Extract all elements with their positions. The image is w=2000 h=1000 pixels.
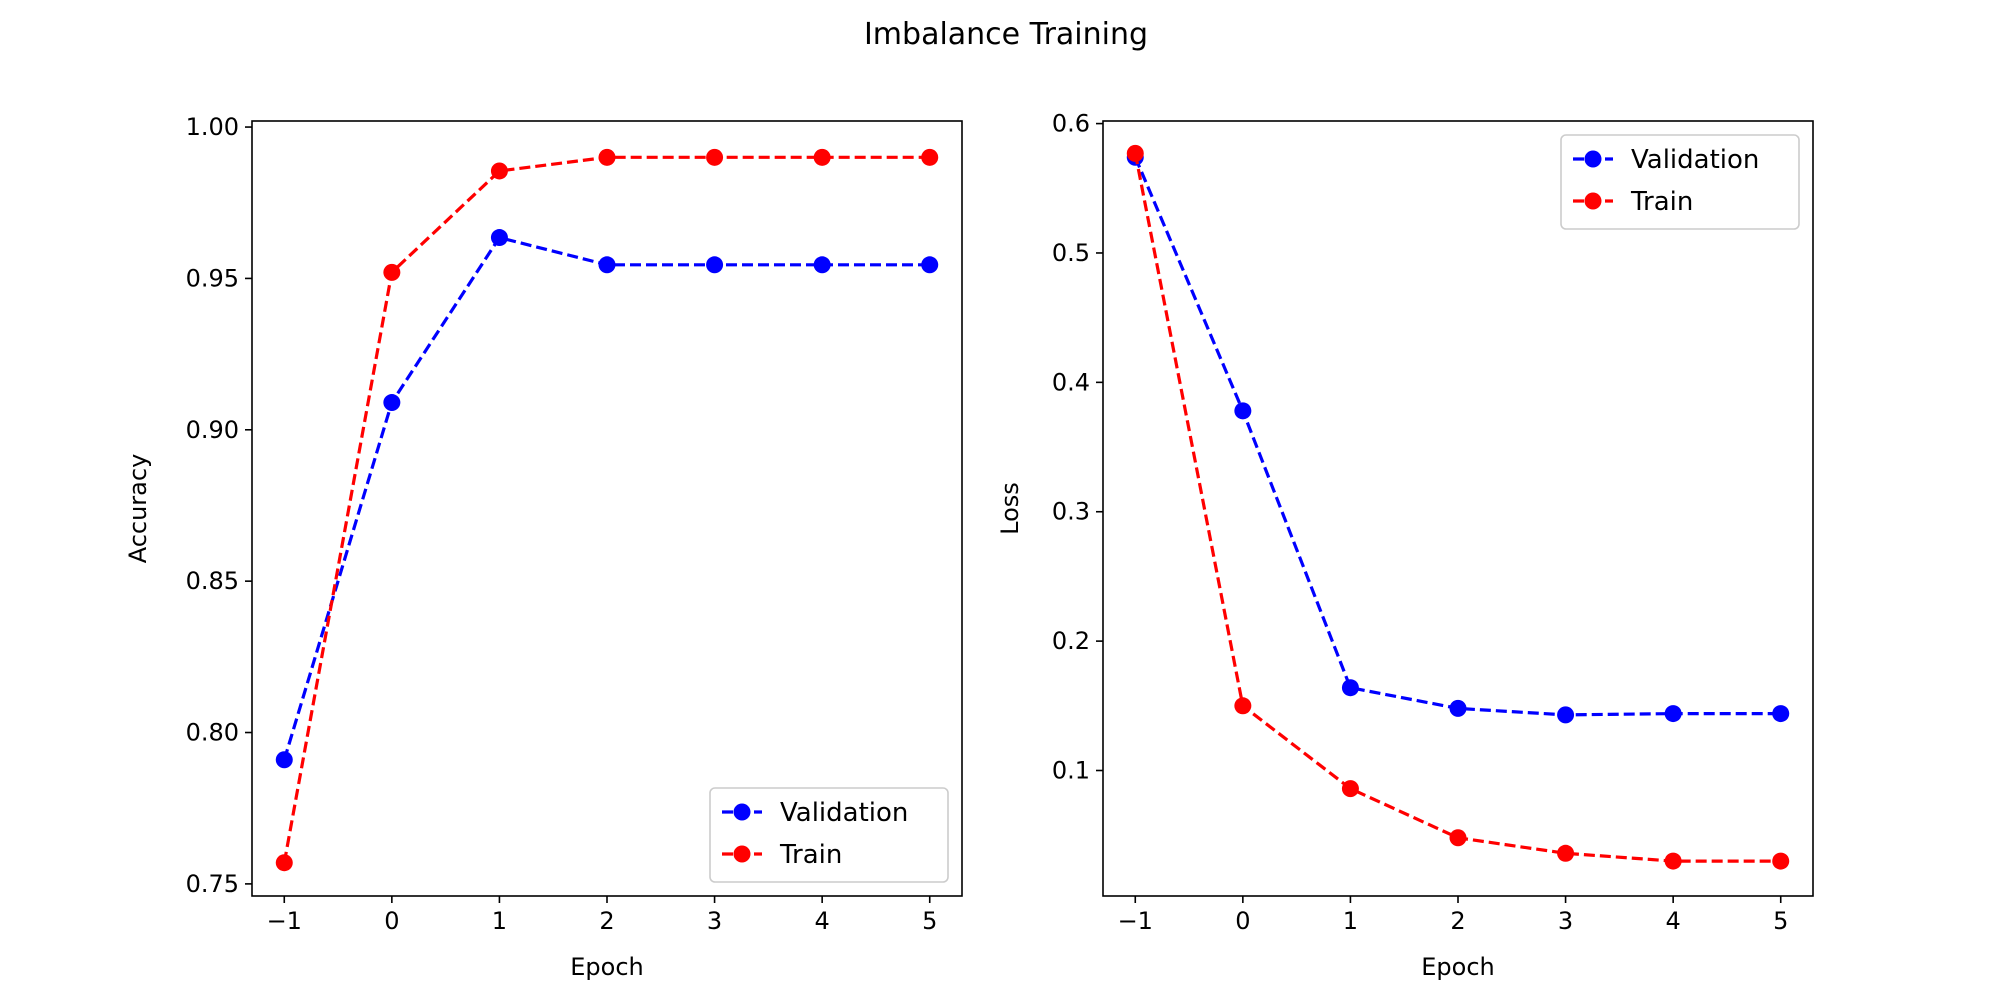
accuracy-train-point bbox=[275, 854, 293, 872]
loss-train-point bbox=[1126, 144, 1144, 162]
loss-train-point bbox=[1341, 780, 1359, 798]
loss-y-tick-label: 0.1 bbox=[1052, 756, 1090, 784]
accuracy-validation-point bbox=[490, 229, 508, 247]
loss-y-tick-label: 0.3 bbox=[1052, 498, 1090, 526]
accuracy-x-tick-label: 0 bbox=[384, 907, 399, 935]
accuracy-train-point bbox=[490, 162, 508, 180]
loss-validation-point bbox=[1234, 402, 1252, 420]
loss-validation-point bbox=[1557, 706, 1575, 724]
accuracy-legend-box bbox=[709, 787, 949, 883]
accuracy-plot: −1 0 1 2 3 4 5 0.75 0.80 0.85 0.90 0.95 1.00 Epoch Acc… bbox=[124, 113, 963, 981]
accuracy-train-point bbox=[706, 148, 724, 166]
accuracy-legend-validation-label: Validation bbox=[780, 798, 908, 828]
accuracy-y-tick-label: 0.85 bbox=[186, 567, 239, 595]
accuracy-validation-point bbox=[813, 256, 831, 274]
loss-validation-point bbox=[1664, 705, 1682, 723]
loss-x-tick-label: 3 bbox=[1558, 907, 1573, 935]
accuracy-legend-train-label: Train bbox=[779, 840, 842, 870]
loss-y-tick-label: 0.5 bbox=[1052, 239, 1090, 267]
loss-validation-point bbox=[1341, 679, 1359, 697]
loss-y-tick-label: 0.6 bbox=[1052, 110, 1090, 138]
accuracy-y-tick-label: 0.80 bbox=[186, 719, 239, 747]
accuracy-validation-point bbox=[921, 256, 939, 274]
accuracy-x-tick-label: 4 bbox=[815, 907, 830, 935]
loss-legend-train-marker bbox=[1584, 192, 1602, 210]
loss-y-tick-label: 0.2 bbox=[1052, 627, 1090, 655]
loss-validation-point bbox=[1772, 705, 1790, 723]
loss-x-tick-label: −1 bbox=[1118, 907, 1153, 935]
loss-train-point bbox=[1557, 844, 1575, 862]
accuracy-x-axis-label: Epoch bbox=[570, 953, 644, 981]
loss-x-tick-label: 2 bbox=[1450, 907, 1465, 935]
loss-x-tick-label: 5 bbox=[1773, 907, 1788, 935]
loss-x-tick-label: 1 bbox=[1343, 907, 1358, 935]
accuracy-legend-validation-marker bbox=[733, 803, 751, 821]
loss-train-point bbox=[1449, 829, 1467, 847]
accuracy-x-tick-label: 2 bbox=[599, 907, 614, 935]
accuracy-y-axis-label: Accuracy bbox=[124, 454, 152, 564]
loss-legend: Validation Train bbox=[1560, 134, 1800, 230]
accuracy-x-tick-label: −1 bbox=[267, 907, 302, 935]
loss-y-tick-label: 0.4 bbox=[1052, 368, 1090, 396]
loss-x-tick-label: 0 bbox=[1235, 907, 1250, 935]
loss-y-axis-label: Loss bbox=[996, 482, 1024, 535]
accuracy-validation-point bbox=[706, 256, 724, 274]
accuracy-train-point bbox=[383, 263, 401, 281]
accuracy-y-tick-label: 0.90 bbox=[186, 416, 239, 444]
loss-validation-point bbox=[1449, 699, 1467, 717]
accuracy-validation-point bbox=[383, 394, 401, 412]
accuracy-train-point bbox=[921, 148, 939, 166]
accuracy-x-tick-label: 3 bbox=[707, 907, 722, 935]
accuracy-validation-point bbox=[275, 751, 293, 769]
loss-legend-validation-label: Validation bbox=[1631, 145, 1759, 175]
loss-x-tick-label: 4 bbox=[1666, 907, 1681, 935]
accuracy-train-point bbox=[598, 148, 616, 166]
loss-train-point bbox=[1234, 697, 1252, 715]
accuracy-validation-point bbox=[598, 256, 616, 274]
loss-legend-validation-marker bbox=[1584, 150, 1602, 168]
loss-train-point bbox=[1664, 852, 1682, 870]
accuracy-y-tick-label: 0.75 bbox=[186, 870, 239, 898]
accuracy-y-tick-label: 0.95 bbox=[186, 264, 239, 292]
accuracy-x-tick-label: 5 bbox=[922, 907, 937, 935]
accuracy-x-tick-label: 1 bbox=[492, 907, 507, 935]
loss-plot: −1 0 1 2 3 4 5 0.1 0.2 0.3 0.4 0.5 0.6 Epoch Loss Valid… bbox=[996, 110, 1814, 981]
accuracy-y-tick-label: 1.00 bbox=[186, 113, 239, 141]
loss-legend-train-label: Train bbox=[1630, 187, 1693, 217]
loss-legend-box bbox=[1560, 134, 1800, 230]
loss-train-point bbox=[1772, 852, 1790, 870]
loss-x-axis-label: Epoch bbox=[1421, 953, 1495, 981]
figure-title: Imbalance Training bbox=[864, 17, 1148, 52]
accuracy-train-point bbox=[813, 148, 831, 166]
accuracy-legend: Validation Train bbox=[709, 787, 949, 883]
accuracy-legend-train-marker bbox=[733, 845, 751, 863]
